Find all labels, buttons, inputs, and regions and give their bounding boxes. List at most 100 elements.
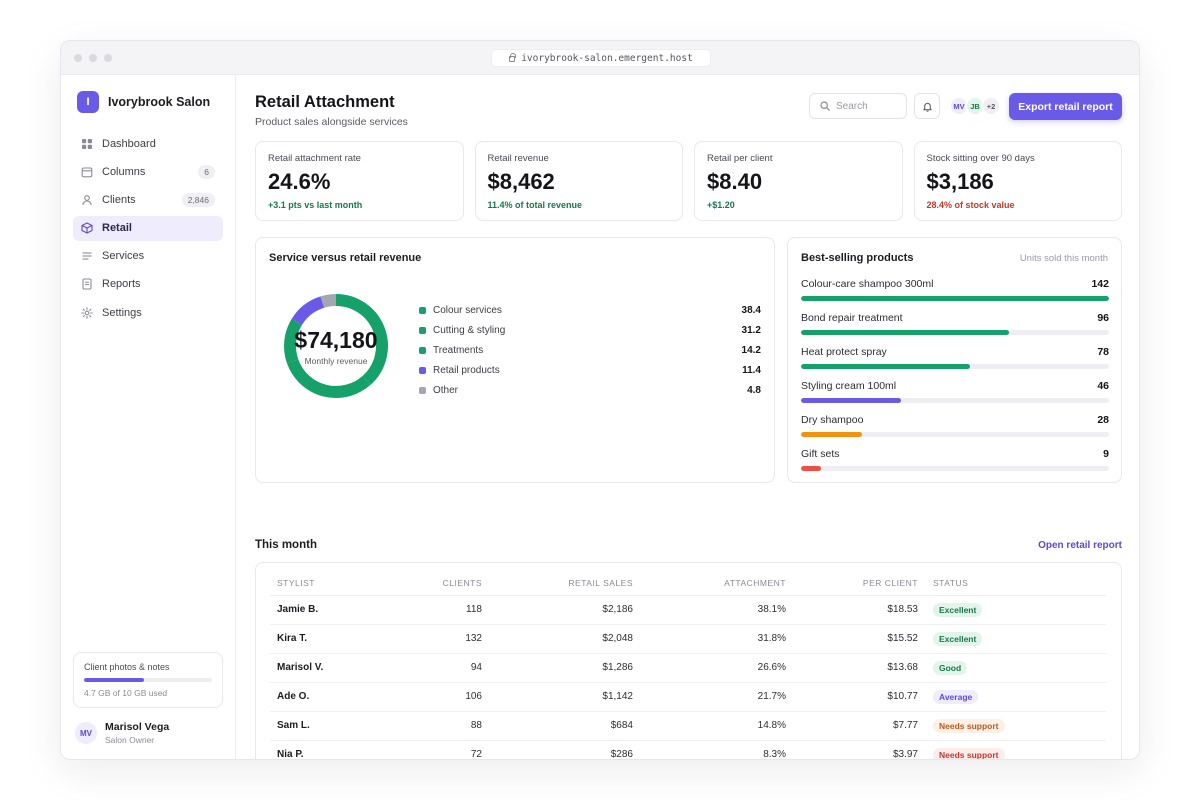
per-client-cell: $18.53 [786, 595, 918, 625]
gear-icon [81, 306, 93, 319]
product-bar-fill [801, 432, 862, 437]
legend-item: Cutting & styling 31.2 [419, 320, 761, 340]
legend-label: Other [433, 384, 459, 396]
document-icon [81, 278, 93, 290]
legend-label: Treatments [433, 344, 484, 356]
table-row[interactable]: Ade O. 106 $1,142 21.7% $10.77 Average [270, 682, 1106, 712]
status-cell: Average [918, 682, 1106, 712]
brand[interactable]: I Ivorybrook Salon [77, 91, 210, 113]
product-name: Heat protect spray [801, 346, 887, 358]
per-client-cell: $13.68 [786, 653, 918, 683]
sidebar-item-columns[interactable]: Columns 6 [73, 159, 223, 184]
stylist-cell: Kira T. [270, 624, 420, 654]
sidebar-item-settings[interactable]: Settings [73, 300, 223, 325]
product-units: 78 [1097, 346, 1109, 358]
product-bar-track [801, 398, 1109, 403]
legend-value: 31.2 [741, 324, 761, 336]
legend-swatch [419, 386, 426, 394]
storage-widget[interactable]: Client photos & notes 4.7 GB of 10 GB us… [73, 652, 223, 708]
sidebar-item-retail[interactable]: Retail [73, 215, 223, 241]
product-row: Gift sets 9 [801, 448, 1109, 460]
export-retail-report-button[interactable]: Export retail report [1009, 93, 1122, 120]
avatar[interactable]: +2 [981, 96, 1001, 116]
address-bar[interactable]: ivorybrook-salon.emergent.host [491, 49, 711, 67]
attachment-cell: 8.3% [763, 749, 786, 760]
attachment-cell: 26.6% [633, 653, 786, 683]
per-client-cell: $10.77 [786, 682, 918, 712]
status-badge: Average [933, 689, 979, 704]
column-header-clients[interactable]: CLIENTS [420, 571, 482, 596]
status-cell: Excellent [918, 595, 1106, 625]
status-badge: Needs support [933, 747, 1005, 759]
search-input[interactable]: Search [809, 93, 907, 119]
sidebar-item-reports[interactable]: Reports [73, 272, 223, 297]
donut-slice-colour-services[interactable] [335, 294, 388, 385]
sidebar-item-label: Columns [102, 165, 146, 178]
stylist-table-card: STYLIST CLIENTS RETAIL SALES ATTACHMENT … [255, 562, 1122, 760]
per-client-cell: $3.97 [892, 749, 918, 760]
legend-label: Retail products [433, 364, 500, 376]
product-bar-fill [801, 330, 1010, 335]
page-title: Retail Attachment [255, 93, 395, 111]
bell-icon [922, 102, 932, 112]
legend-item: Other 4.8 [419, 380, 761, 400]
legend-swatch [419, 346, 426, 354]
user-profile[interactable]: MV Marisol Vega Salon Owner [75, 721, 169, 745]
retail-sales-cell: $1,142 [482, 682, 633, 712]
product-units: 142 [1091, 278, 1109, 290]
user-name: Marisol Vega [105, 721, 170, 733]
attachment-cell: 38.1% [633, 595, 786, 625]
sidebar-item-label: Dashboard [102, 137, 156, 150]
sidebar-item-services[interactable]: Services [73, 244, 223, 269]
sidebar-item-dashboard[interactable]: Dashboard [73, 131, 223, 156]
product-units: 9 [1103, 448, 1109, 460]
open-retail-report-link[interactable]: Open retail report [1038, 540, 1122, 551]
table-row[interactable]: Sam L. 88 $684 14.8% $7.77 Needs support [270, 711, 1106, 741]
avatar: MV [75, 722, 97, 744]
donut-chart: $74,180 Monthly revenue [281, 291, 391, 401]
donut-slice-treatments[interactable] [284, 318, 303, 364]
legend-value: 11.4 [742, 364, 761, 376]
product-name: Bond repair treatment [801, 312, 903, 324]
product-units: 28 [1097, 414, 1109, 426]
table-row[interactable]: Jamie B. 118 $2,186 38.1% $18.53 Excellent [270, 595, 1106, 625]
kpi-label: Retail per client [707, 153, 773, 164]
count-badge: 6 [198, 164, 215, 179]
column-header-attachment[interactable]: ATTACHMENT [633, 571, 786, 596]
sidebar-nav: Dashboard Columns 6 Clients 2,846 Retail Servi… [73, 131, 223, 328]
kpi-card: Retail attachment rate 24.6% +3.1 pts vs l… [255, 141, 464, 221]
donut-total-value: $74,180 [294, 326, 378, 353]
team-avatars[interactable]: MV JB +2 [949, 96, 1001, 116]
table-row[interactable]: Nia P. 72 $286 8.3% $3.97 Needs support [270, 740, 1106, 760]
product-bar-fill [801, 296, 1109, 301]
grid-icon [81, 138, 93, 150]
best-selling-products-card: Best-selling products Units sold this mo… [787, 237, 1122, 483]
donut-slice-other[interactable] [320, 294, 337, 308]
table-row[interactable]: Kira T. 132 $2,048 31.8% $15.52 Excellent [270, 624, 1106, 654]
maximize-window-dot[interactable] [104, 54, 112, 62]
donut-slice-retail-products[interactable] [291, 296, 325, 326]
minimize-window-dot[interactable] [89, 54, 97, 62]
column-header-retail-sales[interactable]: RETAIL SALES [482, 571, 633, 596]
storage-progress-bar [84, 678, 212, 682]
column-header-stylist[interactable]: STYLIST [270, 571, 420, 596]
product-item: Dry shampoo 28 [801, 414, 1109, 448]
close-window-dot[interactable] [74, 54, 82, 62]
section-title: This month [255, 539, 317, 551]
retail-sales-cell: $1,286 [482, 653, 633, 683]
sidebar-item-clients[interactable]: Clients 2,846 [73, 187, 223, 212]
stylist-table: STYLIST CLIENTS RETAIL SALES ATTACHMENT … [270, 571, 1106, 760]
table-row[interactable]: Marisol V. 94 $1,286 26.6% $13.68 Good [270, 653, 1106, 683]
notifications-button[interactable] [914, 93, 940, 119]
sidebar: I Ivorybrook Salon Dashboard Columns 6 Clie… [61, 75, 236, 759]
donut-slice-cutting-styling[interactable] [286, 359, 371, 398]
column-header-per-client[interactable]: PER CLIENT [786, 571, 918, 596]
product-list: Colour-care shampoo 300ml 142 Bond repair … [801, 278, 1109, 482]
status-badge: Good [933, 660, 968, 675]
status-badge: Excellent [933, 631, 983, 646]
column-header-status[interactable]: STATUS [918, 571, 1106, 596]
status-cell: Good [918, 653, 1106, 683]
window-controls [74, 54, 112, 62]
sidebar-item-label: Clients [102, 193, 136, 206]
product-item: Colour-care shampoo 300ml 142 [801, 278, 1109, 312]
